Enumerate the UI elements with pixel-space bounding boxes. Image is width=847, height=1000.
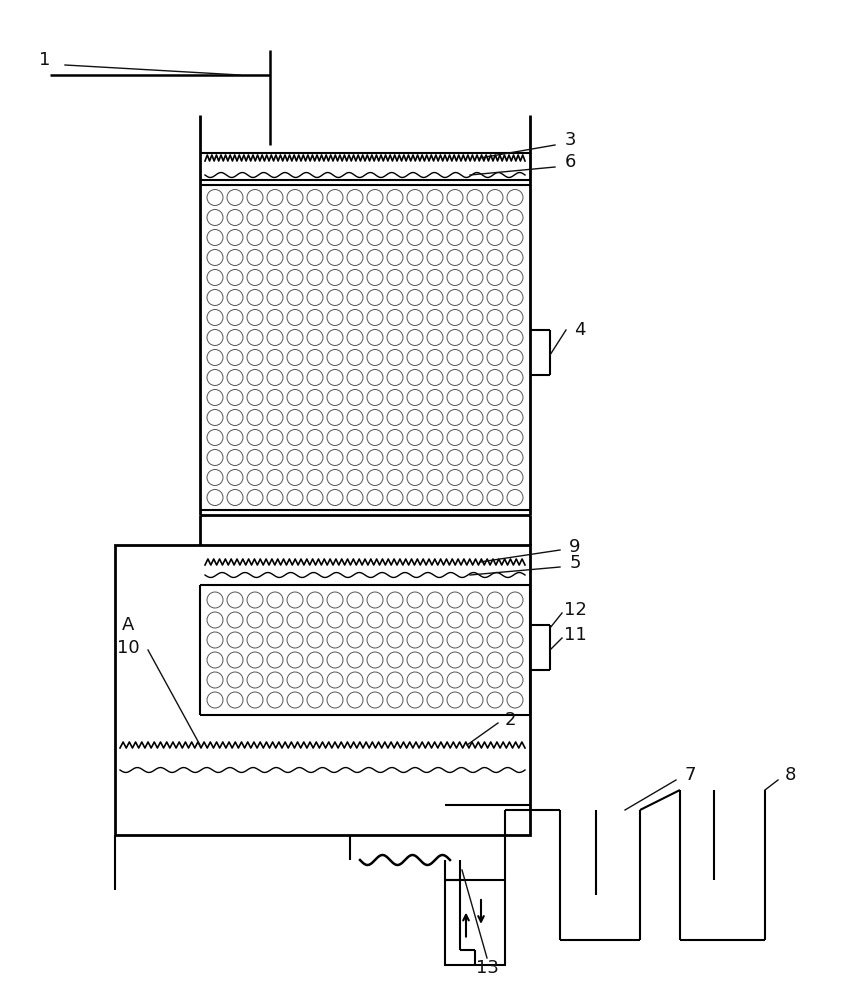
Text: 5: 5 — [569, 554, 581, 572]
Text: 1: 1 — [39, 51, 51, 69]
Text: 10: 10 — [117, 639, 139, 657]
Text: 8: 8 — [784, 766, 795, 784]
Text: 2: 2 — [504, 711, 516, 729]
Text: 9: 9 — [569, 538, 581, 556]
Text: A: A — [122, 616, 134, 634]
Bar — [445, 880, 505, 965]
Text: 6: 6 — [564, 153, 576, 171]
Text: 3: 3 — [564, 131, 576, 149]
Text: 4: 4 — [574, 321, 586, 339]
Bar — [115, 545, 530, 835]
Text: 12: 12 — [563, 601, 586, 619]
Text: 13: 13 — [475, 959, 498, 977]
Text: 11: 11 — [563, 626, 586, 644]
Text: 7: 7 — [684, 766, 695, 784]
